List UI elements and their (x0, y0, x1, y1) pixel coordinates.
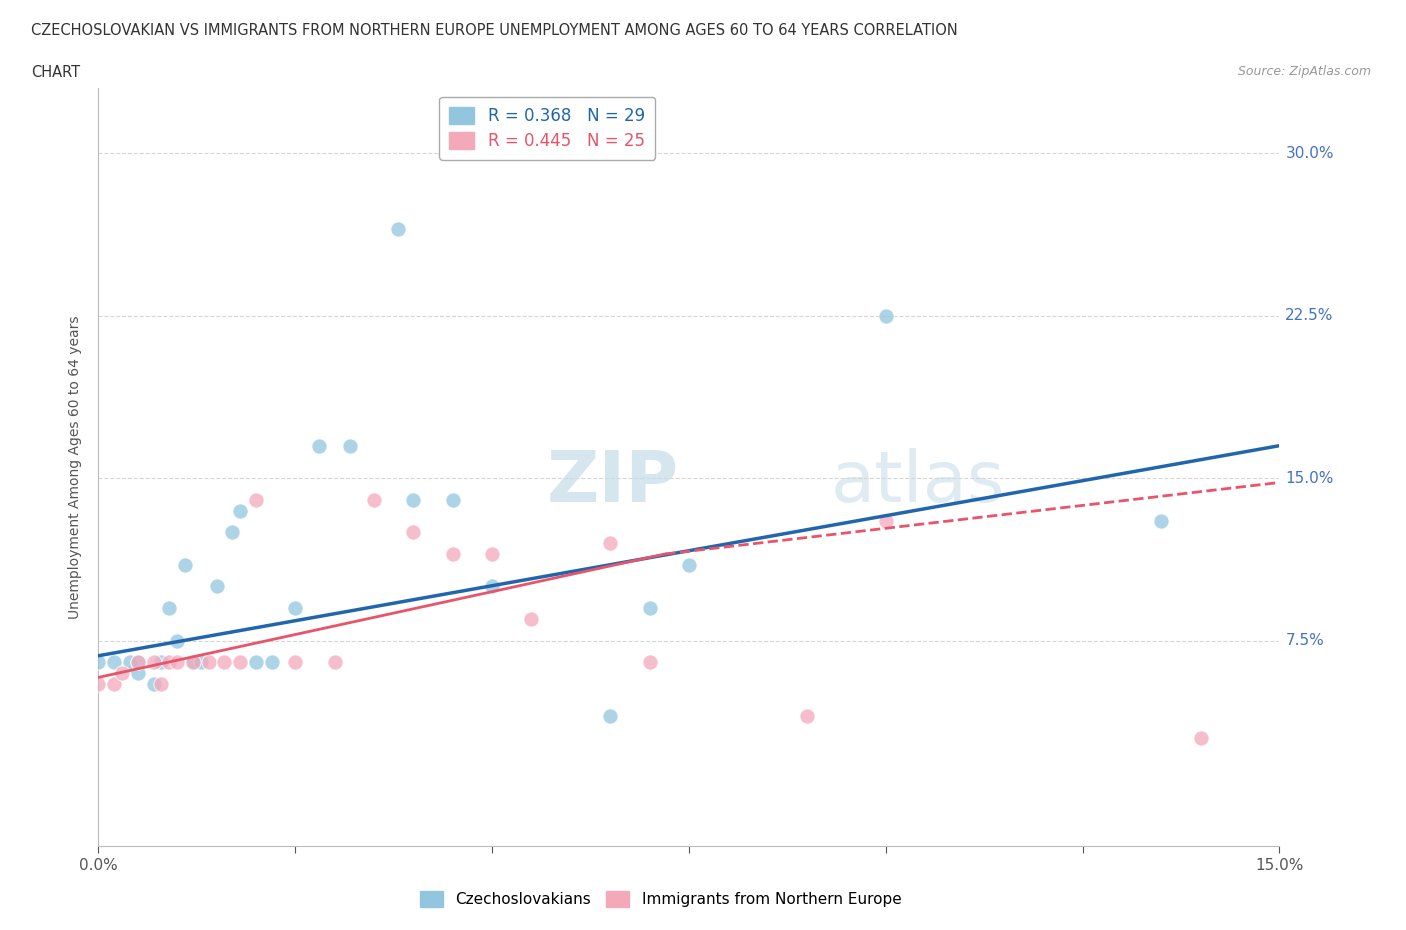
Point (127, 655, 149, 670)
Point (181, 655, 204, 670)
Text: 30.0%: 30.0% (1285, 146, 1334, 161)
Point (363, 492, 385, 507)
Point (441, 492, 464, 507)
Point (197, 655, 219, 670)
Point (127, 655, 149, 670)
Point (284, 601, 307, 616)
Point (127, 666, 149, 681)
Point (481, 579, 503, 594)
Point (166, 655, 188, 670)
Point (1189, 731, 1212, 746)
Point (387, 221, 409, 236)
Point (157, 655, 180, 670)
Point (87, 676, 110, 691)
Point (796, 709, 818, 724)
Point (678, 557, 700, 572)
Point (150, 676, 173, 691)
Point (875, 309, 897, 324)
Text: 7.5%: 7.5% (1285, 633, 1324, 648)
Text: 15.0%: 15.0% (1285, 471, 1334, 485)
Point (323, 655, 346, 670)
Point (214, 655, 236, 670)
Point (103, 676, 125, 691)
Point (481, 547, 503, 562)
Point (190, 655, 212, 670)
Text: CZECHOSLOVAKIAN VS IMMIGRANTS FROM NORTHERN EUROPE UNEMPLOYMENT AMONG AGES 60 TO: CZECHOSLOVAKIAN VS IMMIGRANTS FROM NORTH… (31, 23, 957, 38)
Point (1150, 514, 1173, 529)
Point (875, 514, 897, 529)
Point (181, 655, 204, 670)
Point (520, 612, 543, 627)
Point (599, 536, 621, 551)
Point (142, 676, 165, 691)
Point (103, 655, 125, 670)
Point (245, 655, 267, 670)
Point (339, 438, 361, 453)
Text: Source: ZipAtlas.com: Source: ZipAtlas.com (1237, 65, 1371, 78)
Text: atlas: atlas (831, 448, 1005, 517)
Point (87, 655, 110, 670)
Point (174, 557, 197, 572)
Point (166, 633, 188, 648)
Legend: Czechoslovakians, Immigrants from Northern Europe: Czechoslovakians, Immigrants from Northe… (415, 884, 907, 913)
Point (229, 655, 252, 670)
Text: ZIP: ZIP (547, 448, 679, 517)
Point (402, 492, 425, 507)
Legend: R = 0.368   N = 29, R = 0.445   N = 25: R = 0.368 N = 29, R = 0.445 N = 25 (440, 97, 655, 160)
Point (205, 579, 228, 594)
Point (142, 655, 165, 670)
Point (245, 492, 267, 507)
Point (157, 601, 180, 616)
Point (638, 601, 661, 616)
Point (638, 655, 661, 670)
Point (441, 547, 464, 562)
Point (402, 525, 425, 539)
Point (118, 655, 141, 670)
Point (229, 503, 252, 518)
Y-axis label: Unemployment Among Ages 60 to 64 years: Unemployment Among Ages 60 to 64 years (69, 315, 83, 619)
Point (260, 655, 283, 670)
Point (221, 525, 243, 539)
Text: 22.5%: 22.5% (1285, 308, 1334, 324)
Text: CHART: CHART (31, 65, 80, 80)
Point (150, 655, 173, 670)
Point (284, 655, 307, 670)
Point (599, 709, 621, 724)
Point (111, 666, 134, 681)
Point (308, 438, 330, 453)
